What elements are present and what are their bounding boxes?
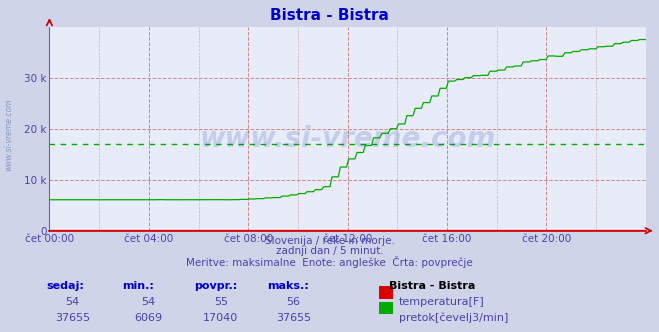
Text: www.si-vreme.com: www.si-vreme.com: [200, 125, 496, 153]
Text: pretok[čevelj3/min]: pretok[čevelj3/min]: [399, 313, 508, 323]
Text: Meritve: maksimalne  Enote: angleške  Črta: povprečje: Meritve: maksimalne Enote: angleške Črta…: [186, 256, 473, 268]
Text: 55: 55: [214, 297, 228, 307]
Text: 17040: 17040: [203, 313, 239, 323]
Text: zadnji dan / 5 minut.: zadnji dan / 5 minut.: [275, 246, 384, 256]
Text: 6069: 6069: [134, 313, 162, 323]
Text: Slovenija / reke in morje.: Slovenija / reke in morje.: [264, 236, 395, 246]
Text: povpr.:: povpr.:: [194, 281, 238, 290]
Text: temperatura[F]: temperatura[F]: [399, 297, 484, 307]
Text: Bistra - Bistra: Bistra - Bistra: [270, 8, 389, 23]
Text: 37655: 37655: [55, 313, 90, 323]
Text: 37655: 37655: [275, 313, 311, 323]
Text: www.si-vreme.com: www.si-vreme.com: [4, 98, 13, 171]
Text: 54: 54: [65, 297, 80, 307]
Text: maks.:: maks.:: [267, 281, 308, 290]
Text: 54: 54: [141, 297, 156, 307]
Text: min.:: min.:: [122, 281, 154, 290]
Text: 56: 56: [286, 297, 301, 307]
Text: sedaj:: sedaj:: [46, 281, 84, 290]
Text: Bistra - Bistra: Bistra - Bistra: [389, 281, 475, 290]
